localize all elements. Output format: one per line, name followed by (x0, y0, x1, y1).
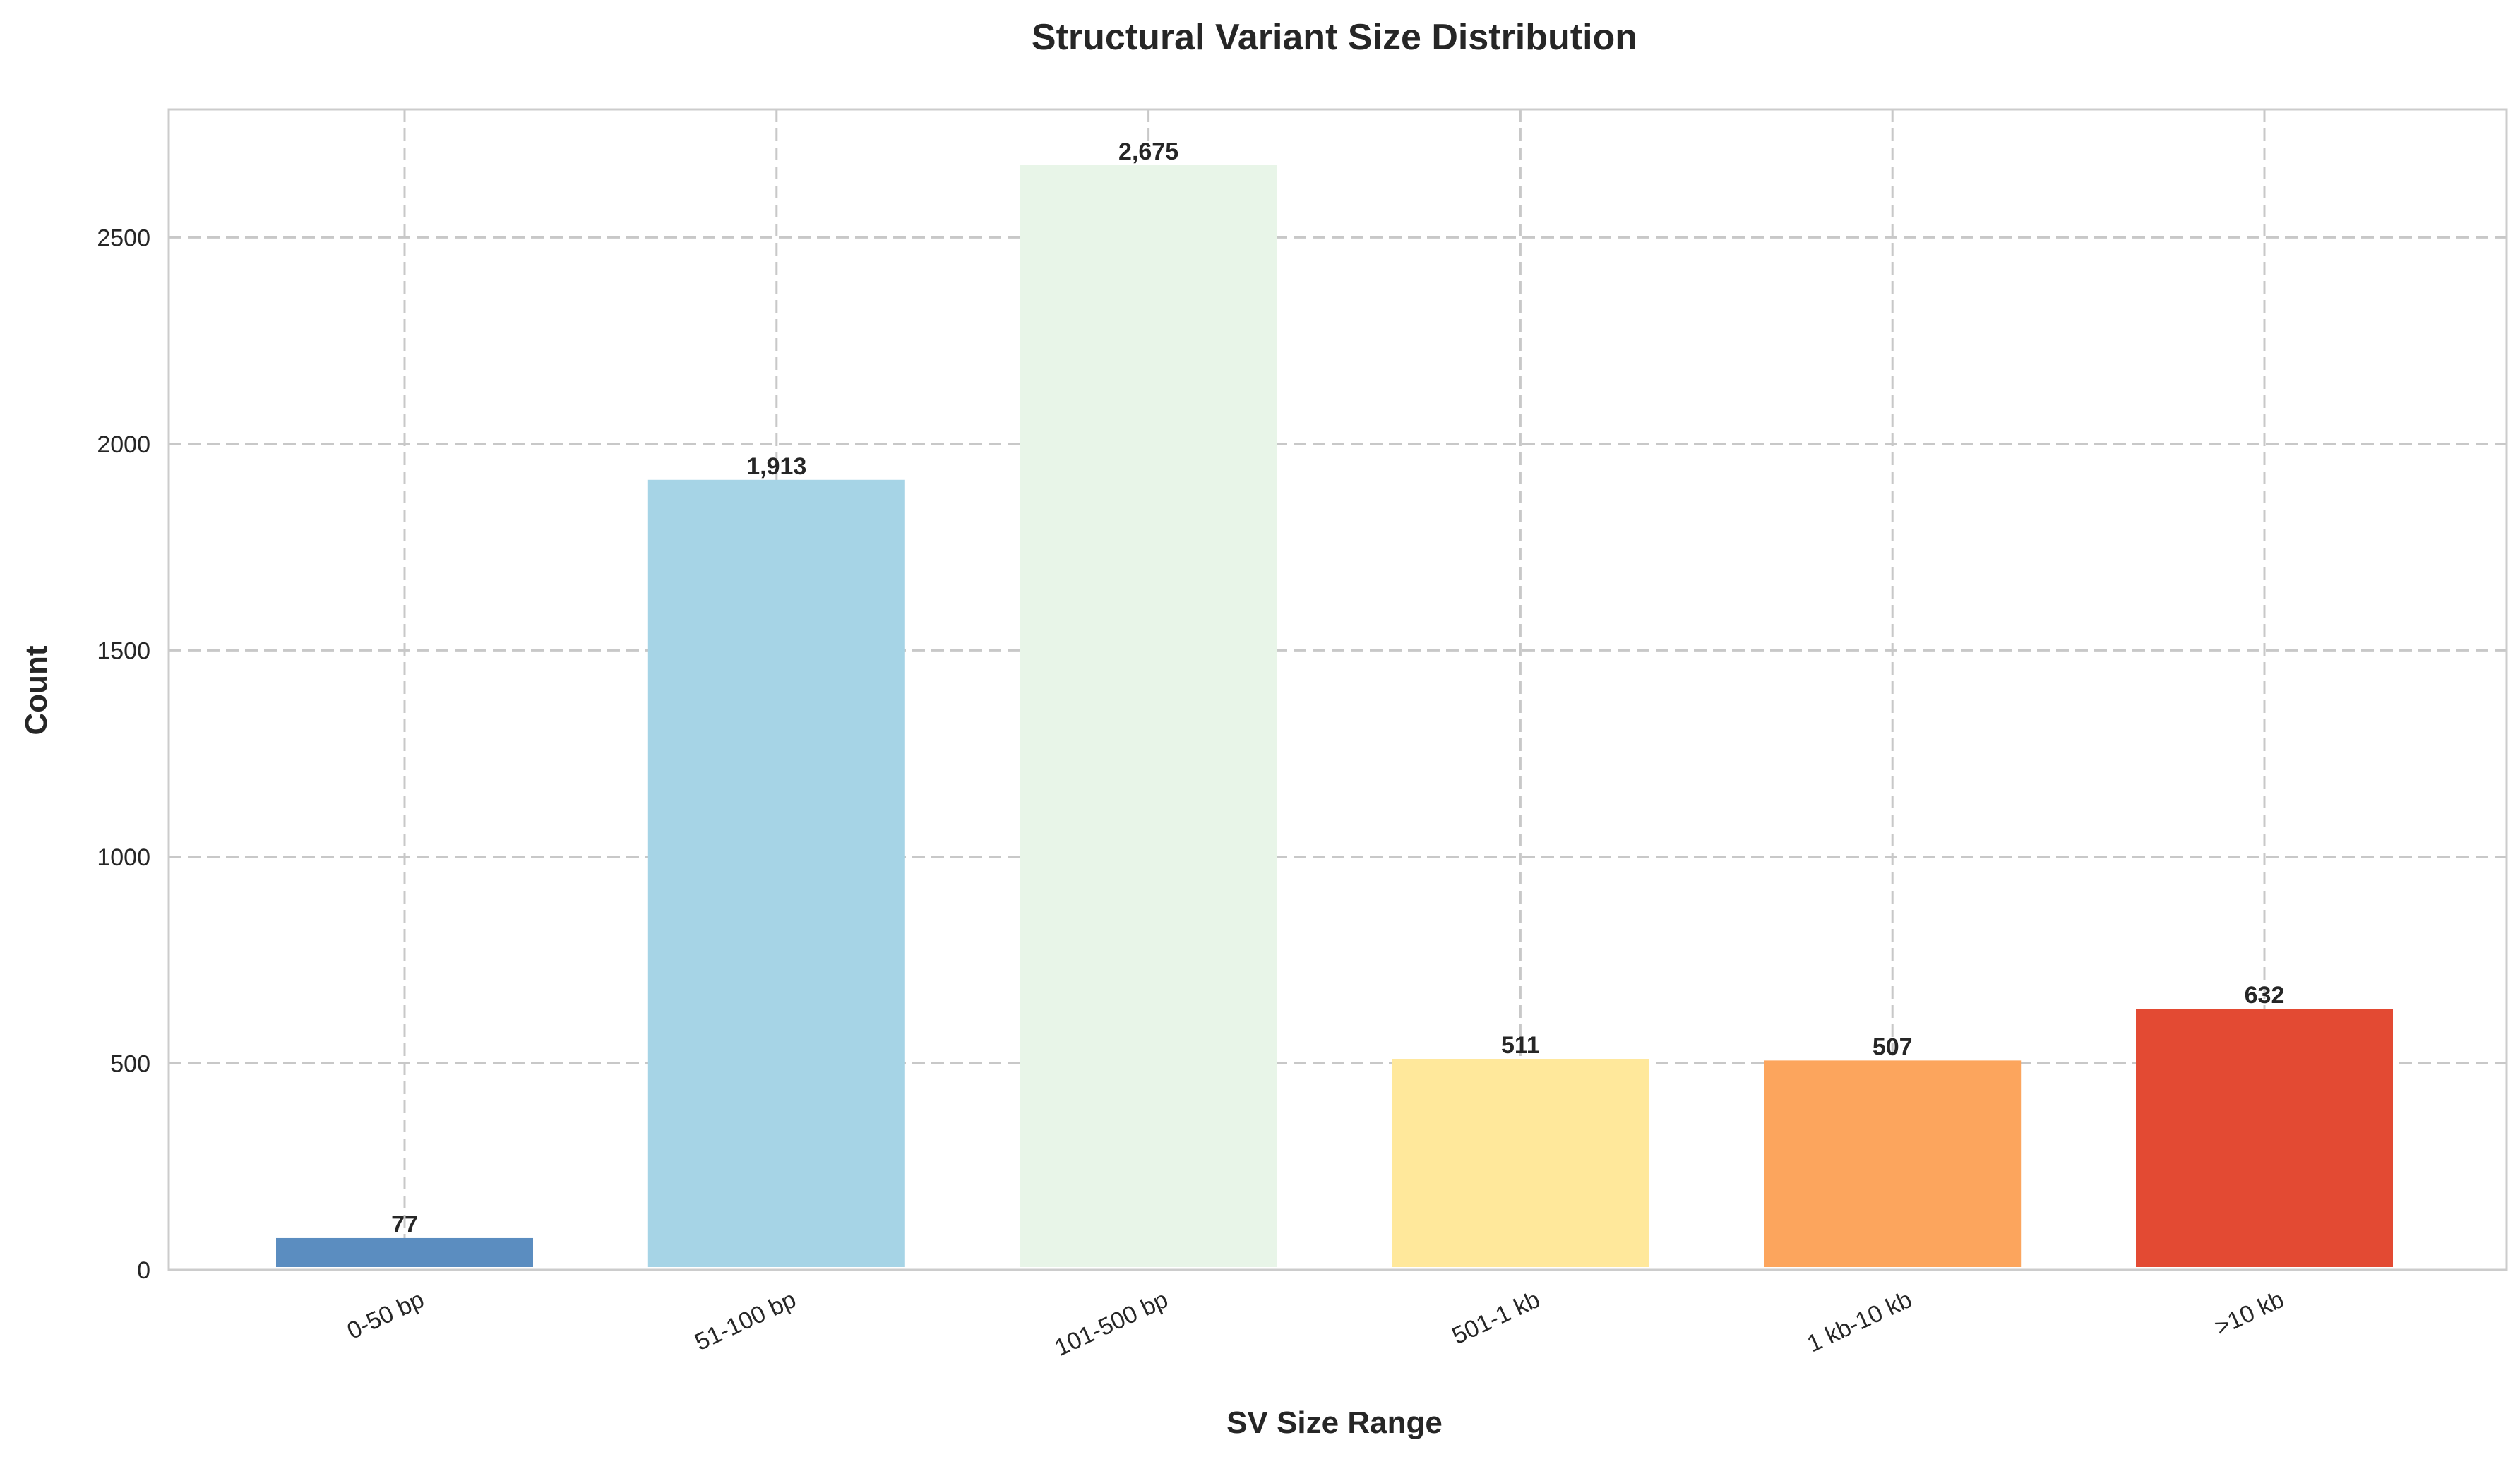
x-tick-label: >10 kb (2211, 1286, 2288, 1341)
y-tick-label: 500 (110, 1050, 150, 1077)
bar-value-label: 507 (1873, 1033, 1913, 1060)
bar (2136, 1009, 2393, 1267)
x-tick-label: 0-50 bp (343, 1286, 429, 1345)
y-tick-label: 0 (137, 1257, 150, 1284)
data-label-layer: 77 1,913 2,675 511 507 632 (391, 138, 2284, 1238)
x-tick-label: 501-1 kb (1448, 1286, 1544, 1350)
y-tick-label: 1500 (97, 637, 150, 664)
y-tick-label: 1000 (97, 844, 150, 871)
y-tick-label: 2500 (97, 224, 150, 251)
bar-value-label: 632 (2245, 982, 2285, 1009)
y-tick-label: 2000 (97, 431, 150, 458)
grid-layer (169, 109, 2507, 1271)
bar (276, 1237, 533, 1267)
bar-value-label: 2,675 (1118, 138, 1178, 165)
x-tick-label: 101-500 bp (1051, 1286, 1172, 1362)
bar (1392, 1059, 1649, 1267)
y-axis-label: Count (19, 645, 54, 735)
chart-title: Structural Variant Size Distribution (1032, 17, 1637, 58)
bar-value-label: 77 (391, 1211, 418, 1238)
plot-frame (167, 108, 2508, 1271)
bar (1020, 164, 1277, 1268)
bar-value-label: 1,913 (746, 453, 806, 480)
bar (1764, 1060, 2022, 1267)
bar-value-label: 511 (1501, 1032, 1540, 1059)
bar (647, 479, 905, 1267)
x-axis-label: SV Size Range (1226, 1405, 1443, 1440)
x-tick-label: 51-100 bp (691, 1286, 800, 1356)
x-tick-label: 1 kb-10 kb (1803, 1286, 1916, 1358)
bar-layer (276, 164, 2393, 1268)
